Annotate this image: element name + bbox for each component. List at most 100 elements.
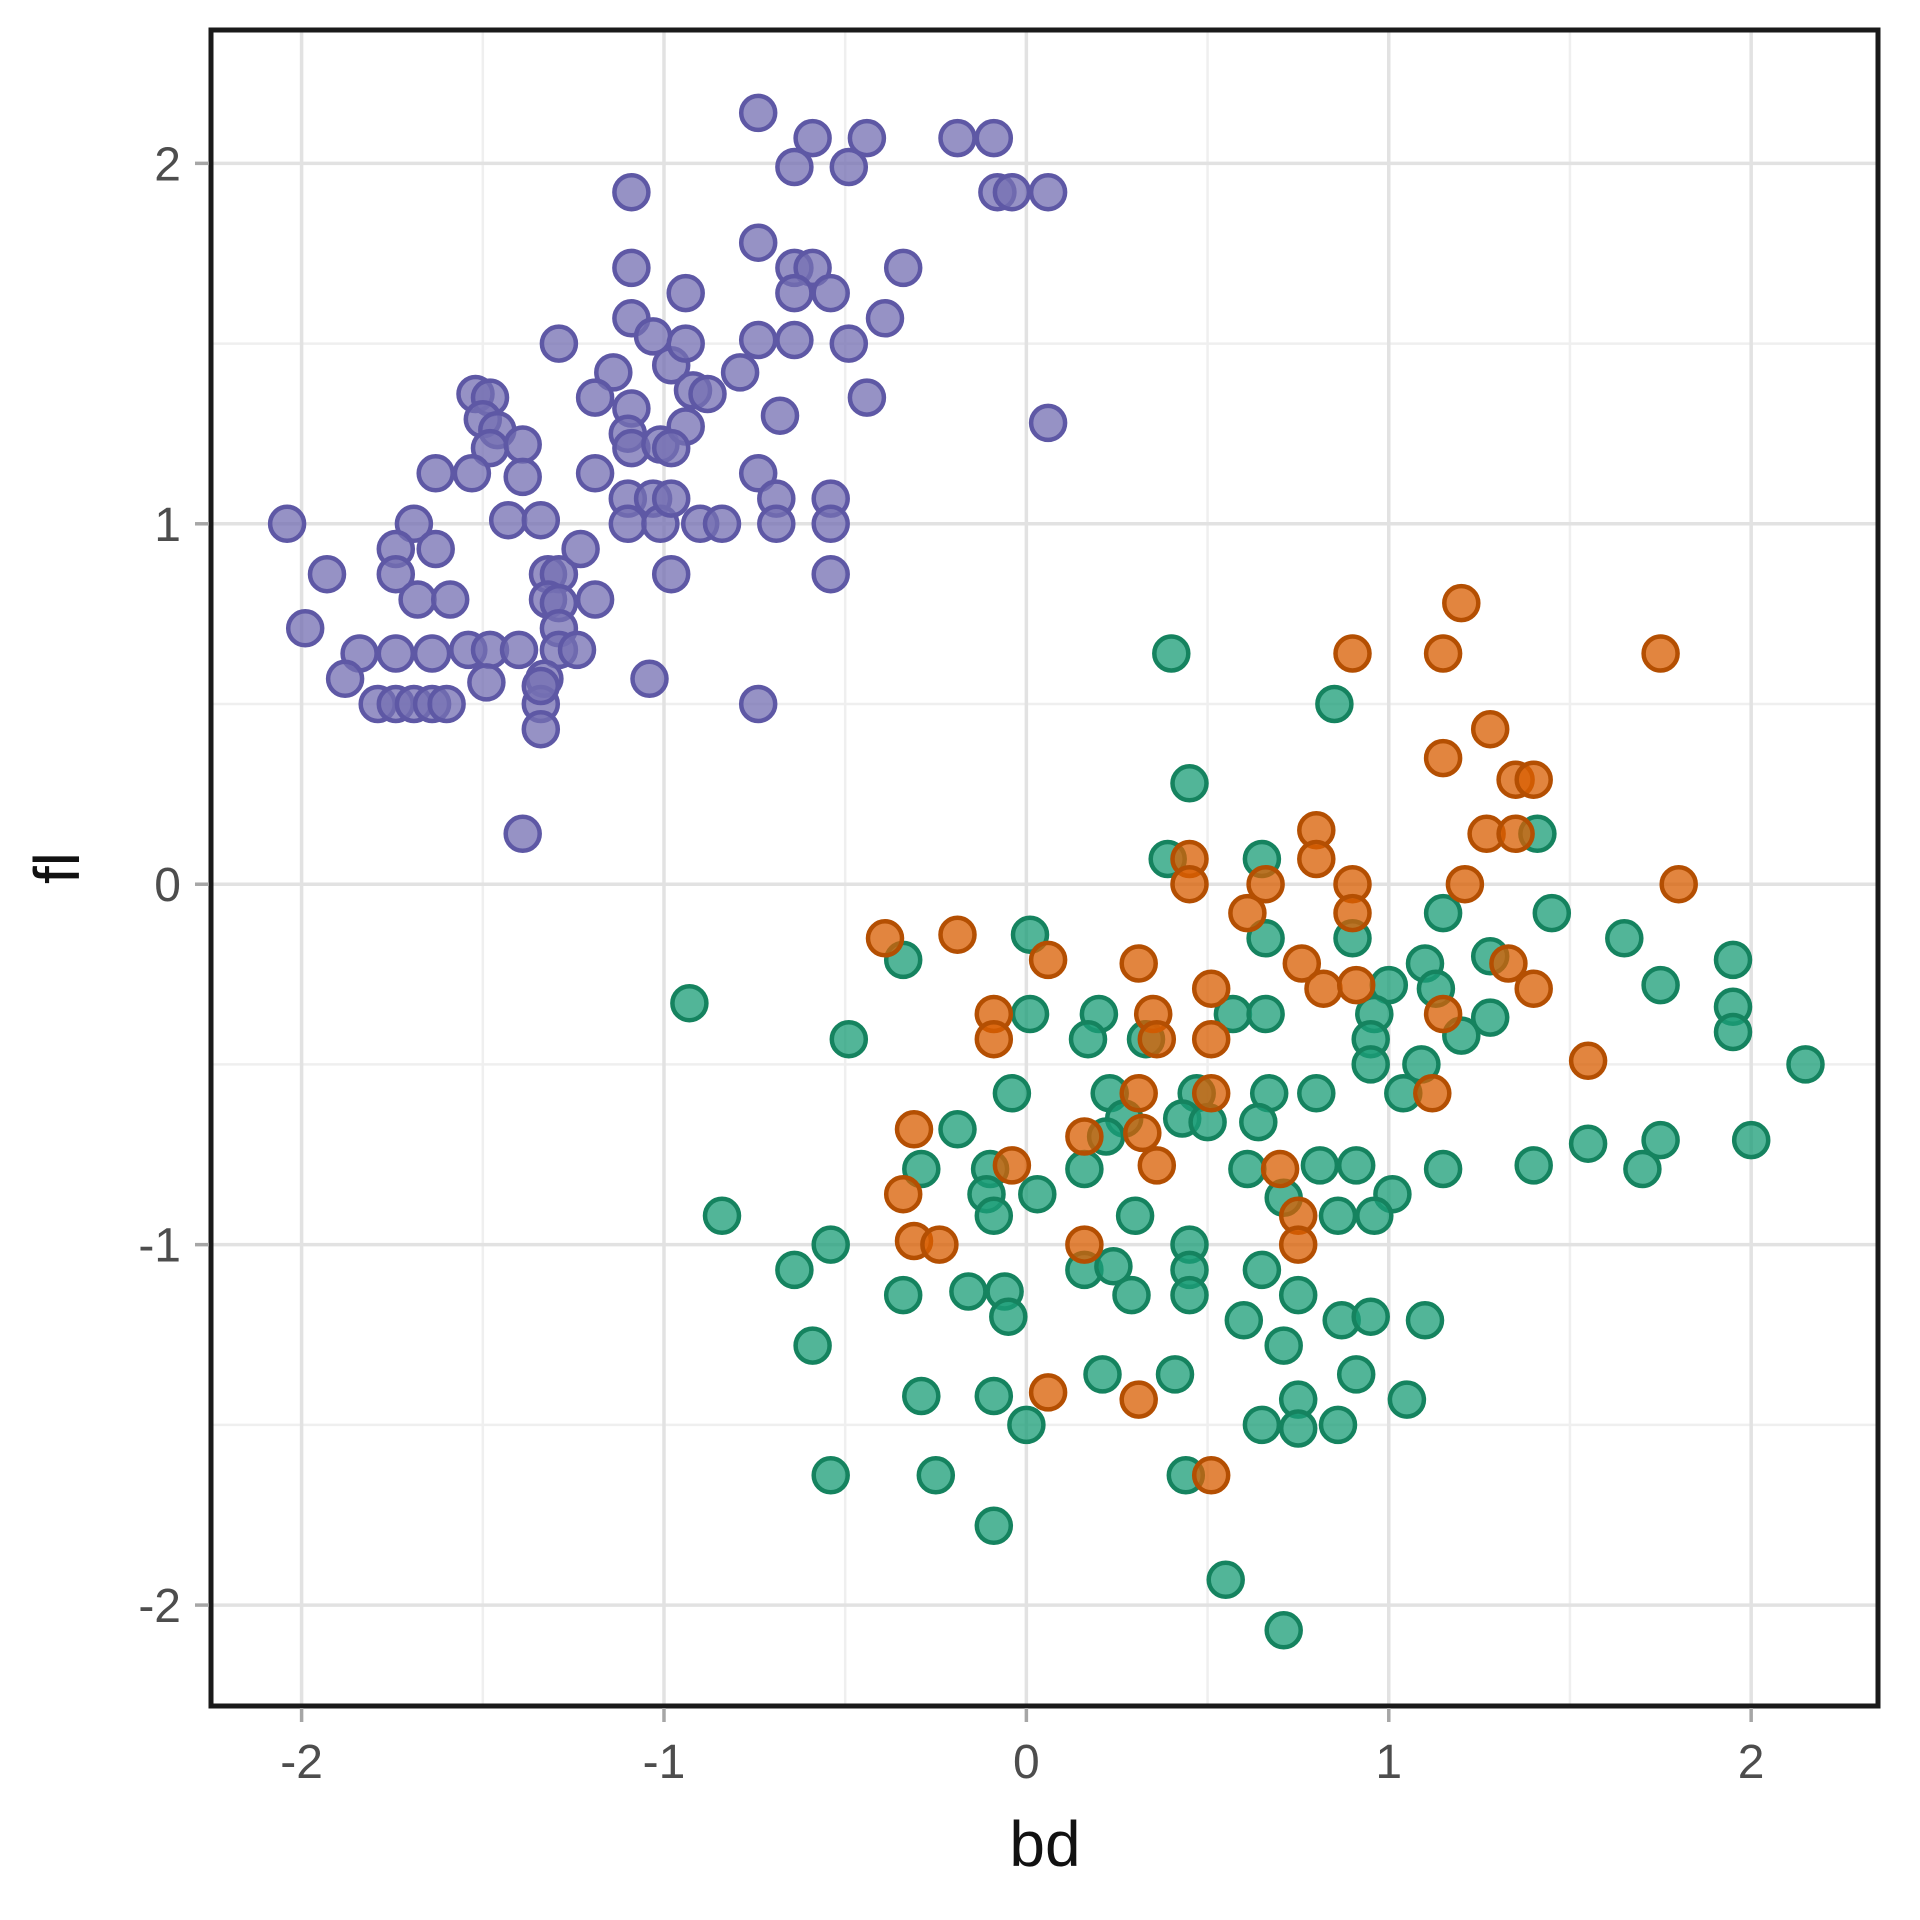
panel-border	[208, 27, 1881, 1709]
x-tick-label: 2	[1738, 1736, 1765, 1789]
point-cluster-purple	[416, 529, 455, 569]
point-cluster-green	[1318, 1405, 1358, 1445]
point-cluster-green	[1010, 994, 1050, 1034]
point-cluster-purple	[651, 479, 691, 518]
y-tick-label: -1	[138, 1220, 181, 1273]
point-cluster-green	[1318, 1196, 1358, 1236]
point-cluster-green	[1170, 764, 1209, 803]
point-cluster-orange	[1489, 944, 1528, 983]
point-cluster-orange	[1123, 1113, 1162, 1153]
point-cluster-purple	[651, 554, 691, 594]
point-cluster-green	[1068, 1019, 1108, 1059]
point-cluster-green	[1336, 1355, 1376, 1394]
point-cluster-green	[1242, 1250, 1282, 1290]
point-cluster-purple	[1028, 172, 1068, 212]
point-cluster-orange	[1333, 893, 1372, 933]
point-cluster-green	[974, 1376, 1014, 1416]
point-cluster-purple	[521, 666, 561, 706]
y-tick-label: 2	[154, 138, 181, 191]
point-cluster-green	[1336, 1146, 1376, 1185]
point-cluster-orange	[1228, 893, 1267, 933]
point-cluster-purple	[651, 428, 691, 468]
point-cluster-orange	[1282, 944, 1322, 983]
point-cluster-purple	[325, 659, 365, 699]
point-cluster-green	[1094, 1247, 1133, 1286]
point-cluster-purple	[307, 554, 347, 594]
point-cluster-green	[1300, 1146, 1340, 1185]
point-cluster-orange	[1065, 1225, 1104, 1264]
point-cluster-purple	[398, 580, 437, 619]
point-cluster-orange	[1297, 839, 1336, 879]
point-cluster-purple	[612, 172, 651, 212]
point-cluster-orange	[920, 1225, 959, 1264]
point-cluster-purple	[992, 172, 1032, 212]
point-cluster-green	[1641, 965, 1680, 1005]
point-cluster-green	[1297, 1074, 1336, 1113]
point-cluster-green	[989, 1297, 1028, 1336]
point-cluster-purple	[503, 457, 542, 497]
point-cluster-purple	[430, 580, 470, 619]
point-cluster-orange	[1028, 1373, 1068, 1412]
point-cluster-purple	[594, 353, 633, 392]
point-cluster-green	[1713, 940, 1753, 980]
point-cluster-green	[1246, 919, 1285, 958]
point-cluster-green	[1010, 915, 1050, 954]
point-cluster-purple	[938, 118, 977, 158]
point-cluster-purple	[608, 504, 648, 544]
point-cluster-orange	[1119, 944, 1158, 983]
point-cluster-orange	[1423, 634, 1463, 673]
point-cluster-purple	[738, 223, 778, 262]
x-tick-label: 0	[1013, 1736, 1040, 1789]
point-cluster-green	[1405, 1301, 1445, 1340]
point-cluster-orange	[1470, 709, 1510, 749]
point-cluster-orange	[894, 1110, 934, 1149]
point-cluster-purple	[666, 324, 705, 363]
panel-background	[211, 30, 1878, 1706]
point-cluster-purple	[738, 684, 778, 724]
point-cluster-green	[1532, 893, 1572, 933]
point-cluster-purple	[1028, 403, 1068, 443]
point-cluster-orange	[1260, 1149, 1300, 1189]
point-cluster-purple	[811, 554, 850, 594]
point-cluster-purple	[829, 324, 869, 363]
point-cluster-purple	[775, 273, 814, 313]
point-cluster-orange	[1442, 583, 1481, 623]
point-cluster-orange	[1278, 1225, 1318, 1264]
point-cluster-green	[1264, 1326, 1303, 1365]
point-cluster-purple	[666, 273, 705, 313]
point-cluster-purple	[539, 324, 579, 363]
point-cluster-purple	[757, 504, 796, 544]
point-cluster-orange	[1246, 864, 1285, 904]
point-cluster-purple	[612, 248, 651, 288]
point-cluster-green	[670, 983, 709, 1023]
point-cluster-purple	[376, 634, 416, 673]
point-cluster-orange	[938, 915, 977, 954]
point-cluster-orange	[1496, 814, 1535, 854]
point-cluster-green	[902, 1376, 941, 1416]
point-cluster-purple	[829, 147, 869, 187]
point-cluster-purple	[811, 273, 850, 313]
point-cluster-green	[974, 1196, 1014, 1236]
point-cluster-green	[1470, 998, 1510, 1037]
point-cluster-purple	[503, 425, 542, 464]
point-cluster-green	[916, 1456, 956, 1495]
point-cluster-purple	[521, 500, 561, 540]
point-cluster-green	[1065, 1149, 1104, 1189]
point-cluster-orange	[1191, 1456, 1231, 1495]
point-cluster-green	[1242, 1405, 1282, 1445]
point-cluster-green	[902, 1149, 941, 1189]
point-cluster-purple	[738, 320, 778, 360]
point-cluster-purple	[488, 500, 528, 540]
point-cluster-purple	[865, 299, 905, 338]
point-cluster-green	[1423, 1149, 1463, 1189]
point-cluster-green	[1007, 1405, 1046, 1445]
point-cluster-green	[1152, 634, 1191, 673]
point-cluster-orange	[1191, 1019, 1231, 1059]
point-cluster-green	[938, 1110, 977, 1149]
point-cluster-green	[1155, 1355, 1195, 1394]
point-cluster-orange	[1568, 1041, 1608, 1081]
point-cluster-purple	[561, 529, 600, 569]
point-cluster-green	[1423, 893, 1463, 933]
point-cluster-orange	[1137, 1019, 1177, 1059]
